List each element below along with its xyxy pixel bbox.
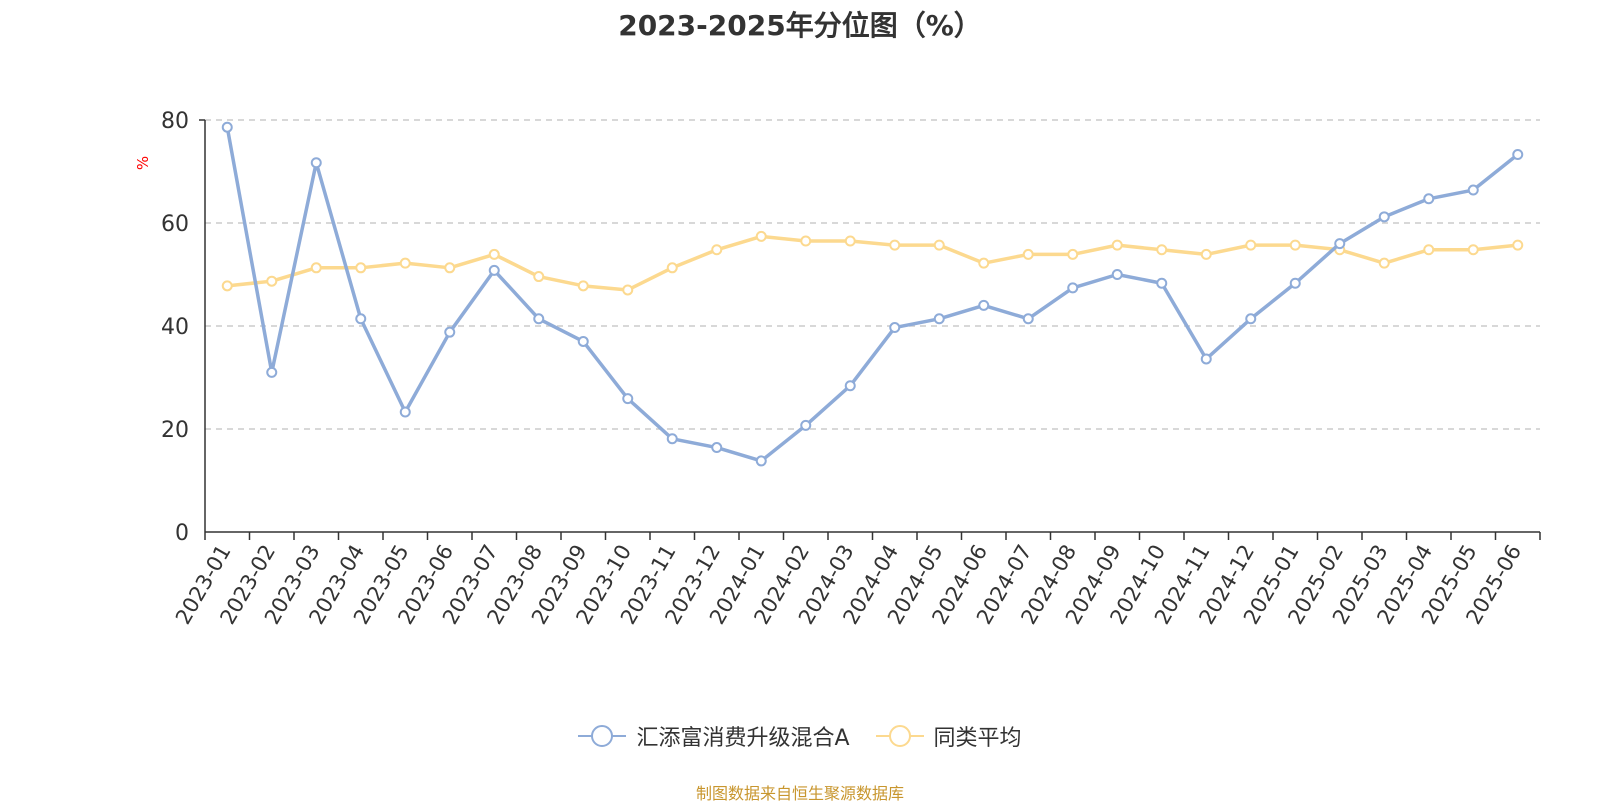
data-point-average [1156, 244, 1168, 256]
y-tick-label: 0 [175, 521, 189, 546]
data-point-average [889, 239, 901, 251]
data-point-fund [444, 326, 456, 338]
data-point-fund [1378, 211, 1390, 223]
data-point-average [800, 235, 812, 247]
data-point-fund [577, 335, 589, 347]
data-point-fund [800, 419, 812, 431]
legend-label-fund: 汇添富消费升级混合A [636, 726, 850, 751]
data-point-average [978, 257, 990, 269]
data-point-fund [755, 455, 767, 467]
legend-swatch-fund [578, 723, 627, 749]
data-point-fund [1423, 193, 1435, 205]
y-tick-label: 80 [161, 109, 189, 134]
data-point-average [444, 262, 456, 274]
data-point-average [1512, 239, 1524, 251]
data-point-fund [622, 393, 634, 405]
data-point-average [266, 275, 278, 287]
data-point-average [310, 262, 322, 274]
source-note: 制图数据来自恒生聚源数据库 [695, 784, 904, 803]
data-point-average [577, 280, 589, 292]
data-point-average [1111, 239, 1123, 251]
data-point-average [533, 271, 545, 283]
data-point-fund [355, 313, 367, 325]
legend-item-average[interactable]: 同类平均 [875, 720, 1022, 752]
data-point-fund [1512, 149, 1524, 161]
data-point-average [666, 262, 678, 274]
data-point-average [1289, 239, 1301, 251]
data-point-fund [533, 313, 545, 325]
legend: 汇添富消费升级混合A 同类平均 [0, 720, 1600, 752]
data-point-average [1067, 248, 1079, 260]
data-point-average [355, 262, 367, 274]
data-point-fund [978, 299, 990, 311]
data-point-average [1245, 239, 1257, 251]
data-point-fund [1156, 277, 1168, 289]
data-point-fund [1022, 313, 1034, 325]
data-point-fund [221, 121, 233, 133]
data-point-fund [266, 366, 278, 378]
chart-title: 2023-2025年分位图（%） [618, 9, 982, 42]
data-point-fund [399, 406, 411, 418]
data-point-fund [889, 322, 901, 334]
data-point-fund [1334, 238, 1346, 250]
data-point-fund [1200, 353, 1212, 365]
series-line-fund [225, 126, 1519, 463]
data-point-fund [666, 433, 678, 445]
data-point-average [488, 248, 500, 260]
y-tick-label: 20 [161, 418, 189, 443]
legend-item-fund[interactable]: 汇添富消费升级混合A [578, 720, 850, 752]
data-point-average [622, 284, 634, 296]
data-point-fund [488, 264, 500, 276]
data-point-average [1200, 248, 1212, 260]
data-point-fund [1067, 282, 1079, 294]
data-point-average [933, 239, 945, 251]
data-point-average [221, 280, 233, 292]
data-point-fund [1111, 269, 1123, 280]
data-point-average [399, 257, 411, 269]
data-point-fund [310, 157, 322, 169]
legend-label-average: 同类平均 [933, 726, 1022, 751]
data-point-average [1378, 257, 1390, 269]
data-point-fund [844, 380, 856, 392]
data-point-fund [1467, 184, 1479, 196]
series-line-average [227, 234, 1518, 292]
data-point-fund [1289, 277, 1301, 289]
data-point-average [755, 230, 767, 242]
data-point-fund [1245, 313, 1257, 325]
data-point-average [844, 235, 856, 247]
y-tick-label: 60 [161, 212, 189, 237]
data-point-fund [933, 313, 945, 325]
data-point-average [1423, 244, 1435, 256]
legend-swatch-average [875, 723, 924, 749]
y-tick-label: 40 [161, 315, 189, 340]
data-point-average [711, 244, 723, 256]
data-point-average [1467, 244, 1479, 256]
y-axis-label: % [134, 156, 152, 170]
data-point-average [1022, 248, 1034, 260]
data-point-fund [711, 442, 723, 454]
